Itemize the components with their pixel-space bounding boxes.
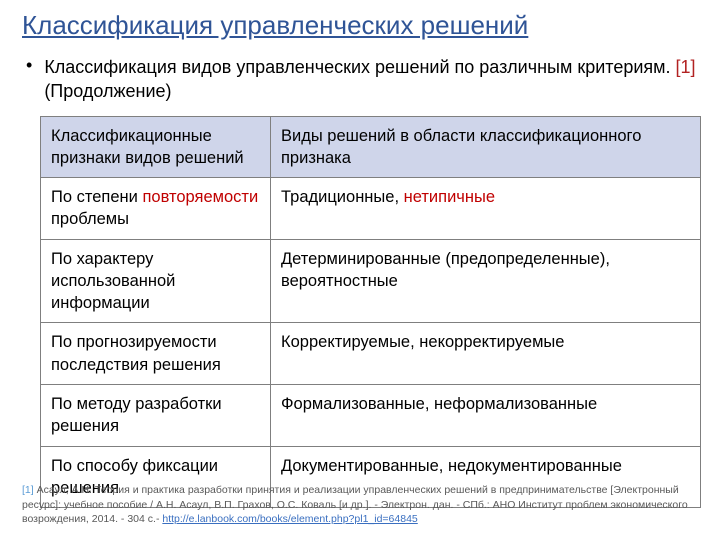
- bullet-marker: •: [26, 55, 32, 77]
- slide-content: Классификация управленческих решений • К…: [0, 0, 720, 508]
- table-cell: По характеру использованной информации: [41, 239, 271, 323]
- table-row: По характеру использованной информации Д…: [41, 239, 701, 323]
- bullet-text: Классификация видов управленческих решен…: [44, 55, 695, 104]
- table-cell: По методу разработки решения: [41, 384, 271, 446]
- table-cell: Корректируемые, некорректируемые: [271, 323, 701, 385]
- table-header-col2: Виды решений в области классификационног…: [271, 116, 701, 178]
- footnote: [1] Асаул, А.Н. Теория и практика разраб…: [22, 483, 698, 526]
- table-cell: Детерминированные (предопределенные), ве…: [271, 239, 701, 323]
- classification-table: Классификационные признаки видов решений…: [40, 116, 701, 508]
- bullet-continuation: (Продолжение): [44, 81, 171, 101]
- table-cell: Традиционные, нетипичные: [271, 178, 701, 240]
- bullet-ref: [1]: [676, 57, 696, 77]
- table-cell: Формализованные, неформализованные: [271, 384, 701, 446]
- table-cell: По степени повторяемости проблемы: [41, 178, 271, 240]
- table-row: По методу разработки решения Формализова…: [41, 384, 701, 446]
- footnote-link[interactable]: http://e.lanbook.com/books/element.php?p…: [162, 513, 417, 525]
- bullet-main: Классификация видов управленческих решен…: [44, 57, 675, 77]
- table-header-row: Классификационные признаки видов решений…: [41, 116, 701, 178]
- table-row: По прогнозируемости последствия решения …: [41, 323, 701, 385]
- table-header-col1: Классификационные признаки видов решений: [41, 116, 271, 178]
- bullet-line: • Классификация видов управленческих реш…: [22, 55, 698, 104]
- footnote-ref: [1]: [22, 484, 37, 496]
- table-cell: По прогнозируемости последствия решения: [41, 323, 271, 385]
- slide-title: Классификация управленческих решений: [22, 10, 698, 41]
- table-row: По степени повторяемости проблемы Традиц…: [41, 178, 701, 240]
